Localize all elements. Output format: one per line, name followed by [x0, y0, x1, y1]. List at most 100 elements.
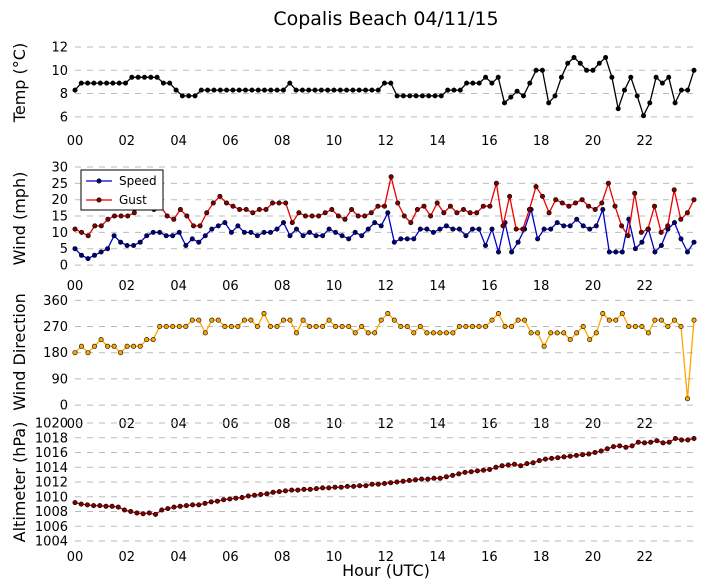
direction-point [469, 323, 475, 329]
altimeter-point [208, 499, 214, 505]
temp-point [489, 80, 495, 86]
direction-point [502, 323, 508, 329]
altimeter-point [264, 491, 270, 497]
wind-point [300, 233, 306, 239]
direction-ytick-label: 0 [60, 399, 68, 414]
temp-point [590, 67, 596, 73]
altimeter-point [679, 437, 685, 443]
legend-label-speed: Speed [119, 174, 157, 188]
temp-point [179, 93, 185, 99]
wind-point [283, 200, 289, 206]
wind-point [652, 249, 658, 255]
temp-point [672, 100, 678, 106]
temp-point [268, 87, 274, 93]
direction-point [691, 317, 697, 323]
altimeter-point [660, 440, 666, 446]
temp-point [167, 80, 173, 86]
altimeter-point [406, 477, 412, 483]
wind-point [495, 249, 501, 255]
altimeter-point [623, 444, 629, 450]
direction-point [313, 323, 319, 329]
wind-point [189, 236, 195, 242]
temp-point [293, 87, 299, 93]
temp-point [312, 87, 318, 93]
altimeter-point [122, 507, 128, 513]
wind-point [456, 226, 462, 232]
wind-point [554, 220, 560, 226]
temp-ytick-label: 10 [51, 64, 68, 79]
wind-point [196, 239, 202, 245]
direction-point [587, 337, 593, 343]
wind-point [574, 216, 580, 222]
altimeter-point [598, 448, 604, 454]
temp-point [243, 87, 249, 93]
temp-xtick-label: 14 [429, 134, 446, 149]
wind-point [553, 197, 559, 203]
altimeter-point [369, 481, 375, 487]
direction-point [561, 330, 567, 336]
altimeter-point [72, 500, 78, 506]
direction-point [111, 343, 117, 349]
wind-point [691, 197, 697, 203]
direction-point [658, 317, 664, 323]
wind-point [467, 210, 473, 216]
wind-point [513, 226, 519, 232]
temp-point [565, 60, 571, 66]
altimeter-point [78, 501, 84, 507]
wind-point [385, 210, 391, 216]
temp-point [495, 74, 501, 80]
direction-point [222, 323, 228, 329]
direction-point [157, 323, 163, 329]
direction-xtick-label: 02 [119, 417, 136, 432]
direction-point [372, 330, 378, 336]
altimeter-point [91, 503, 97, 509]
wind-point [209, 226, 215, 232]
wind-point [619, 249, 625, 255]
wind-point [411, 236, 417, 242]
wind-point [493, 180, 499, 186]
wind-point [365, 226, 371, 232]
wind-point [388, 174, 394, 180]
temp-point [419, 93, 425, 99]
temp-point [186, 93, 192, 99]
altimeter-point [282, 488, 288, 494]
wind-point [372, 220, 378, 226]
altimeter-point [159, 507, 165, 513]
wind-xtick-label: 10 [326, 279, 343, 294]
altimeter-point [431, 475, 437, 481]
wind-point [352, 229, 358, 235]
direction-point [248, 317, 254, 323]
direction-ytick-label: 180 [43, 346, 68, 361]
wind-point [224, 200, 230, 206]
temp-point [280, 87, 286, 93]
direction-point [665, 323, 671, 329]
direction-point [189, 317, 195, 323]
altimeter-point [549, 455, 555, 461]
direction-point [619, 310, 625, 316]
temp-point [678, 87, 684, 93]
temp-point [634, 93, 640, 99]
altimeter-point [363, 483, 369, 489]
direction-point [385, 310, 391, 316]
temp-point [85, 80, 91, 86]
altimeter-point [227, 496, 233, 502]
temp-xtick-label: 04 [170, 134, 187, 149]
direction-point [85, 350, 91, 356]
temp-point [685, 87, 691, 93]
wind-point [105, 246, 111, 252]
wind-point [92, 223, 98, 229]
wind-point [355, 213, 361, 219]
direction-point [515, 317, 521, 323]
direction-xtick-label: 14 [429, 417, 446, 432]
wind-xtick-label: 14 [429, 279, 446, 294]
temp-ytick-label: 12 [51, 40, 68, 55]
temp-point [230, 87, 236, 93]
wind-point [243, 207, 249, 213]
altimeter-point [214, 498, 220, 504]
altimeter-point [672, 435, 678, 441]
temp-point [318, 87, 324, 93]
temp-point [508, 94, 514, 100]
altimeter-xtick-label: 14 [429, 550, 446, 565]
temp-point [369, 87, 375, 93]
altimeter-point [357, 483, 363, 489]
